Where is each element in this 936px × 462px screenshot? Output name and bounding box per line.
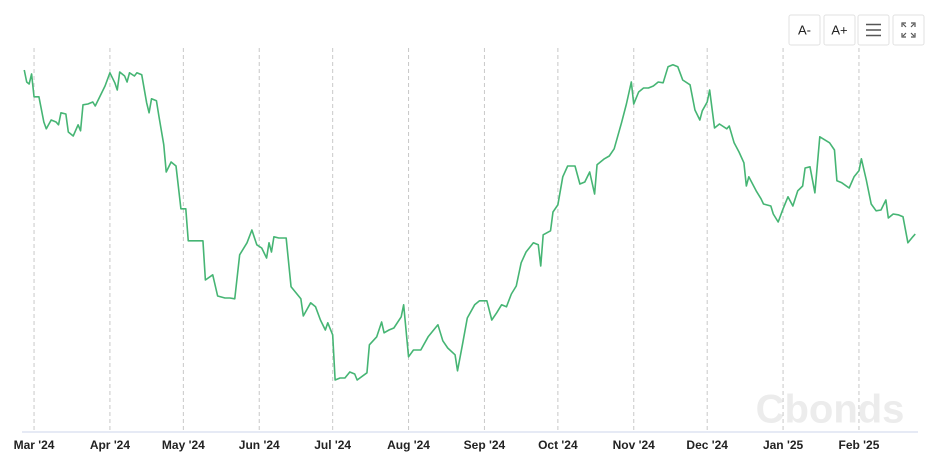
- price-line: [23, 64, 916, 381]
- x-tick-label: Apr '24: [90, 438, 131, 452]
- x-tick-label: Jun '24: [239, 438, 280, 452]
- button-frame: [788, 14, 821, 46]
- x-tick-label: Feb '25: [839, 438, 880, 452]
- button-frame: [892, 14, 925, 46]
- x-tick-label: Oct '24: [538, 438, 578, 452]
- font-decrease-button[interactable]: A-: [788, 14, 821, 46]
- fullscreen-button[interactable]: [892, 14, 925, 46]
- x-tick-label: Jul '24: [314, 438, 351, 452]
- button-label: A+: [831, 22, 847, 37]
- x-tick-label: Sep '24: [464, 438, 506, 452]
- button-frame: [823, 14, 856, 46]
- x-tick-label: Jan '25: [763, 438, 804, 452]
- x-tick-label: Dec '24: [686, 438, 728, 452]
- menu-icon: [866, 23, 881, 37]
- font-increase-button[interactable]: A+: [823, 14, 856, 46]
- x-tick-label: May '24: [162, 438, 205, 452]
- watermark: Cbonds: [756, 388, 905, 432]
- fullscreen-icon: [901, 22, 916, 38]
- menu-button[interactable]: [857, 14, 890, 46]
- x-tick-label: Aug '24: [387, 438, 430, 452]
- x-tick-label: Nov '24: [613, 438, 656, 452]
- button-label: A-: [798, 22, 811, 37]
- x-tick-label: Mar '24: [14, 438, 55, 452]
